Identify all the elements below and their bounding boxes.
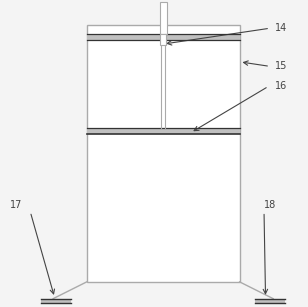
Text: 15: 15 <box>275 61 287 72</box>
Bar <box>87 34 240 41</box>
Bar <box>255 299 286 303</box>
Bar <box>160 34 166 45</box>
Text: 16: 16 <box>275 81 287 91</box>
Bar <box>87 25 240 282</box>
Text: 18: 18 <box>264 200 276 211</box>
Text: 17: 17 <box>10 200 23 211</box>
Bar <box>160 2 167 34</box>
Text: 14: 14 <box>275 23 287 33</box>
Bar <box>87 128 240 134</box>
Bar <box>41 299 71 303</box>
